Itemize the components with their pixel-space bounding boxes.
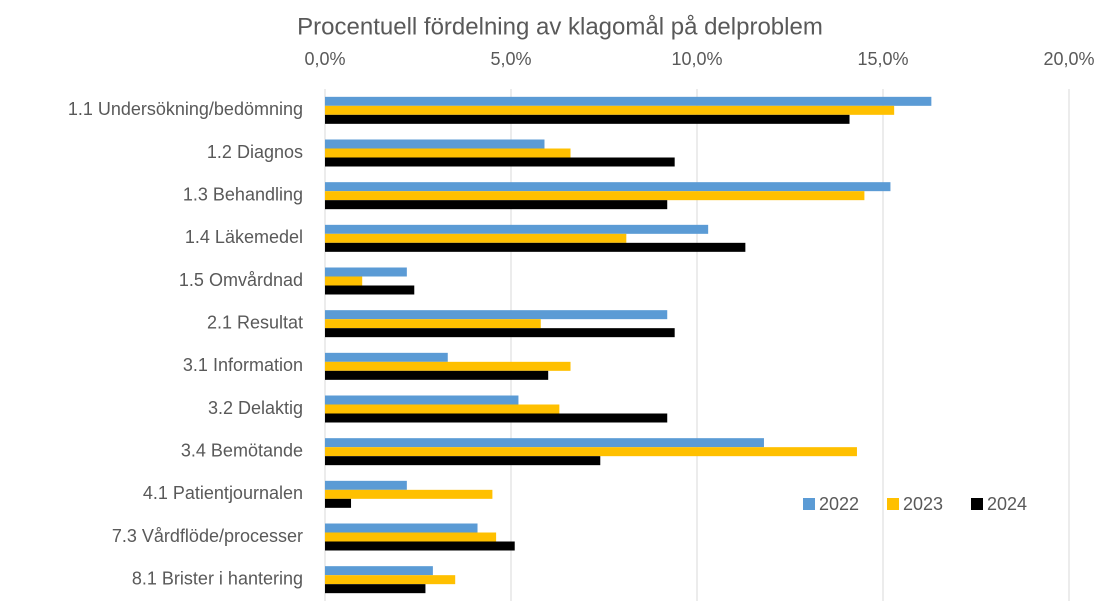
x-tick-label: 20,0% <box>1043 49 1094 69</box>
x-tick-label: 0,0% <box>304 49 345 69</box>
y-tick-label: 3.2 Delaktig <box>208 398 303 418</box>
y-tick-label: 1.4 Läkemedel <box>185 227 303 247</box>
bar <box>325 480 407 490</box>
bar <box>325 276 363 286</box>
bar <box>325 523 478 533</box>
y-tick-label: 3.1 Information <box>183 355 303 375</box>
bar <box>325 105 895 115</box>
bar <box>325 224 709 234</box>
legend-swatch <box>803 498 815 510</box>
bar <box>325 413 668 423</box>
x-tick-label: 5,0% <box>490 49 531 69</box>
bar <box>325 395 519 405</box>
y-tick-label: 1.5 Omvårdnad <box>179 270 303 290</box>
y-tick-label: 3.4 Bemötande <box>181 440 303 460</box>
x-tick-label: 15,0% <box>857 49 908 69</box>
bar <box>325 96 932 106</box>
bar <box>325 352 448 362</box>
bar <box>325 285 415 295</box>
bar <box>325 566 433 576</box>
y-tick-label: 1.3 Behandling <box>183 184 303 204</box>
bar <box>325 489 493 499</box>
bar <box>325 200 668 210</box>
legend-swatch <box>887 498 899 510</box>
bar <box>325 319 541 329</box>
legend-label: 2023 <box>903 494 943 514</box>
bar <box>325 182 891 192</box>
y-tick-label: 7.3 Vårdflöde/processer <box>112 526 303 546</box>
bar <box>325 242 746 252</box>
legend-label: 2022 <box>819 494 859 514</box>
y-tick-label: 4.1 Patientjournalen <box>143 483 303 503</box>
y-tick-label: 8.1 Brister i hantering <box>132 568 303 588</box>
bar <box>325 328 675 338</box>
bar <box>325 310 668 320</box>
bar <box>325 575 456 585</box>
chart-title: Procentuell fördelning av klagomål på de… <box>297 13 823 40</box>
bar <box>325 233 627 243</box>
bar <box>325 438 764 448</box>
bar <box>325 148 571 158</box>
bar <box>325 456 601 466</box>
bar <box>325 447 857 457</box>
bar <box>325 532 497 542</box>
legend-label: 2024 <box>987 494 1027 514</box>
bar <box>325 541 515 551</box>
y-tick-label: 1.1 Undersökning/bedömning <box>68 99 303 119</box>
bar <box>325 157 675 167</box>
y-tick-label: 2.1 Resultat <box>207 312 303 332</box>
bar <box>325 498 352 508</box>
bar <box>325 191 865 201</box>
bar <box>325 267 407 277</box>
bar <box>325 404 560 414</box>
bar <box>325 361 571 371</box>
legend-swatch <box>971 498 983 510</box>
bar <box>325 114 850 124</box>
bar <box>325 370 549 380</box>
x-tick-label: 10,0% <box>671 49 722 69</box>
bar <box>325 139 545 149</box>
y-tick-label: 1.2 Diagnos <box>207 142 303 162</box>
bar <box>325 584 426 594</box>
